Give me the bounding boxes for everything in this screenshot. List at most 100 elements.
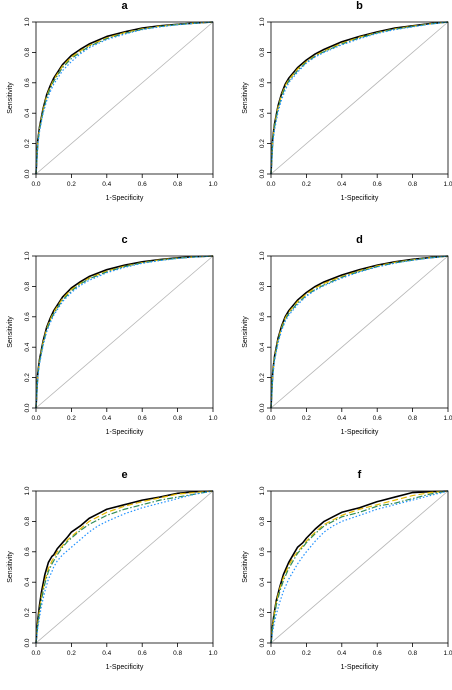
x-tick-label: 0.2 — [67, 650, 76, 657]
x-tick-label: 0.0 — [266, 650, 275, 657]
y-tick-label: 0.0 — [24, 169, 31, 178]
x-tick-label: 0.4 — [337, 650, 346, 657]
panel-b: b 0.0 0.2 0.4 0.6 0.8 1.0 0.0 0.2 0.4 0.6 0.8 1.0 1-S… — [242, 0, 452, 202]
y-tick-label: 0.6 — [24, 547, 31, 556]
x-axis-label: 1-Specificity — [341, 429, 379, 436]
y-tick-label: 0.0 — [259, 403, 266, 412]
roc-series-line — [35, 255, 214, 409]
x-tick-label: 0.6 — [373, 650, 382, 657]
x-tick-label: 0.4 — [102, 415, 111, 422]
x-axis-label: 1-Specificity — [341, 195, 379, 202]
y-tick-label: 0.2 — [24, 139, 31, 148]
y-tick-label: 0.8 — [24, 517, 31, 526]
y-tick-label: 0.2 — [24, 608, 31, 617]
x-tick-label: 0.8 — [408, 650, 417, 657]
roc-series-line — [270, 21, 449, 175]
x-axis-label: 1-Specificity — [341, 664, 379, 671]
y-tick-label: 1.0 — [259, 486, 266, 495]
roc-series-line — [35, 490, 214, 644]
y-tick-label: 0.2 — [259, 139, 266, 148]
reference-diagonal — [35, 255, 214, 409]
y-tick-label: 0.6 — [259, 78, 266, 87]
y-tick-label: 0.6 — [259, 312, 266, 321]
x-tick-label: 0.6 — [138, 181, 147, 188]
panel-label: f — [358, 469, 362, 481]
panel-label: a — [121, 0, 128, 12]
reference-diagonal — [270, 21, 449, 175]
roc-series-line — [270, 490, 449, 644]
panel-d: d 0.0 0.2 0.4 0.6 0.8 1.0 0.0 0.2 0.4 0.6 0.8 1.0 1-S… — [242, 234, 452, 436]
reference-diagonal — [270, 490, 449, 644]
y-tick-label: 0.4 — [24, 342, 31, 351]
panel-c: c 0.0 0.2 0.4 0.6 0.8 1.0 0.0 0.2 0.4 0.6 0.8 1.0 1-S… — [7, 234, 218, 436]
x-tick-label: 0.2 — [67, 415, 76, 422]
y-tick-label: 0.4 — [24, 108, 31, 117]
plot-frame — [35, 255, 214, 409]
y-tick-label: 0.6 — [259, 547, 266, 556]
y-tick-label: 0.0 — [24, 403, 31, 412]
x-tick-label: 1.0 — [443, 650, 452, 657]
roc-series-line — [35, 21, 214, 175]
x-tick-label: 0.4 — [337, 181, 346, 188]
x-tick-label: 0.4 — [102, 181, 111, 188]
x-tick-label: 0.2 — [302, 181, 311, 188]
y-tick-label: 0.4 — [259, 108, 266, 117]
x-tick-label: 0.6 — [138, 650, 147, 657]
roc-series-line — [270, 490, 449, 644]
y-tick-label: 0.8 — [24, 282, 31, 291]
y-tick-label: 1.0 — [259, 251, 266, 260]
plot-frame — [270, 490, 449, 644]
x-tick-label: 1.0 — [208, 650, 217, 657]
roc-series-line — [270, 490, 449, 644]
y-tick-label: 0.6 — [24, 78, 31, 87]
y-axis-label: Sensitivity — [7, 82, 14, 114]
x-tick-label: 1.0 — [443, 181, 452, 188]
plot-frame — [270, 21, 449, 175]
x-tick-label: 0.8 — [408, 415, 417, 422]
panel-a: a 0.0 0.2 0.4 0.6 0.8 1.0 0.0 0.2 0.4 0.6 0.8 1.0 1-S… — [7, 0, 218, 202]
y-tick-label: 0.6 — [24, 312, 31, 321]
x-axis-label: 1-Specificity — [106, 195, 144, 202]
x-tick-label: 1.0 — [443, 415, 452, 422]
panel-label: d — [356, 234, 363, 246]
x-tick-label: 0.0 — [31, 650, 40, 657]
y-tick-label: 0.2 — [24, 373, 31, 382]
roc-series-line — [270, 21, 449, 175]
plot-frame — [35, 490, 214, 644]
y-tick-label: 0.0 — [259, 169, 266, 178]
x-axis-label: 1-Specificity — [106, 664, 144, 671]
x-axis-label: 1-Specificity — [106, 429, 144, 436]
y-tick-label: 0.0 — [24, 638, 31, 647]
x-tick-label: 0.8 — [408, 181, 417, 188]
x-tick-label: 0.8 — [173, 650, 182, 657]
panel-f: f 0.0 0.2 0.4 0.6 0.8 1.0 0.0 0.2 0.4 0.6 0.8 1.0 1-S… — [242, 469, 452, 671]
y-tick-label: 0.2 — [259, 608, 266, 617]
x-tick-label: 0.0 — [266, 415, 275, 422]
plot-frame — [35, 21, 214, 175]
roc-series-line — [35, 490, 214, 644]
x-tick-label: 0.2 — [67, 181, 76, 188]
y-tick-label: 0.0 — [259, 638, 266, 647]
y-tick-label: 1.0 — [24, 486, 31, 495]
x-tick-label: 1.0 — [208, 415, 217, 422]
roc-series-line — [35, 255, 214, 409]
x-tick-label: 0.0 — [31, 181, 40, 188]
y-axis-label: Sensitivity — [242, 316, 249, 348]
reference-diagonal — [35, 490, 214, 644]
y-axis-label: Sensitivity — [7, 551, 14, 583]
panel-label: e — [121, 469, 127, 481]
y-tick-label: 0.8 — [24, 48, 31, 57]
plot-frame — [270, 255, 449, 409]
roc-series-line — [270, 255, 449, 409]
x-tick-label: 0.6 — [373, 181, 382, 188]
y-tick-label: 0.8 — [259, 282, 266, 291]
x-tick-label: 0.0 — [266, 181, 275, 188]
x-tick-label: 0.8 — [173, 181, 182, 188]
x-tick-label: 1.0 — [208, 181, 217, 188]
panel-label: b — [356, 0, 363, 12]
x-tick-label: 0.6 — [138, 415, 147, 422]
x-tick-label: 0.4 — [337, 415, 346, 422]
y-tick-label: 0.4 — [259, 342, 266, 351]
